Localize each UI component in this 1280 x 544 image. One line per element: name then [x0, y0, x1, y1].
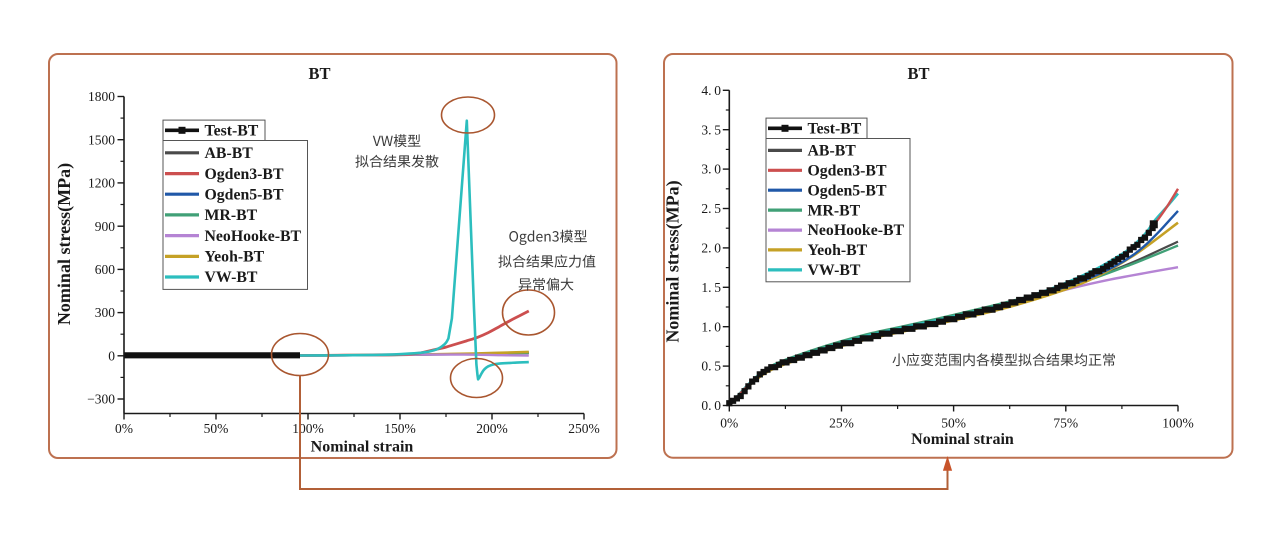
svg-text:150%: 150% [384, 421, 416, 436]
svg-text:0: 0 [108, 348, 115, 363]
svg-text:Test-BT: Test-BT [205, 123, 259, 140]
svg-text:3. 5: 3. 5 [701, 122, 721, 137]
svg-text:Nominal stress(MPa): Nominal stress(MPa) [54, 163, 75, 325]
svg-text:200%: 200% [476, 421, 508, 436]
svg-text:100%: 100% [292, 421, 324, 436]
svg-text:0%: 0% [720, 416, 738, 431]
svg-text:300: 300 [95, 305, 116, 320]
svg-text:Yeoh-BT: Yeoh-BT [205, 249, 265, 266]
svg-text:Yeoh-BT: Yeoh-BT [808, 242, 868, 259]
svg-text:600: 600 [95, 262, 116, 277]
svg-text:0. 5: 0. 5 [701, 359, 721, 374]
svg-text:NeoHooke-BT: NeoHooke-BT [808, 222, 905, 239]
svg-text:MR-BT: MR-BT [205, 207, 258, 224]
svg-text:BT: BT [308, 64, 330, 83]
svg-text:MR-BT: MR-BT [808, 202, 861, 219]
svg-text:AB-BT: AB-BT [205, 145, 254, 162]
svg-text:900: 900 [95, 219, 116, 234]
svg-text:0%: 0% [115, 421, 133, 436]
svg-text:75%: 75% [1053, 416, 1078, 431]
svg-text:Nominal strain: Nominal strain [911, 431, 1014, 448]
svg-text:−300: −300 [87, 392, 115, 407]
svg-text:Nominal stress(MPa): Nominal stress(MPa) [663, 180, 684, 342]
svg-text:4. 0: 4. 0 [701, 83, 721, 98]
svg-text:1200: 1200 [88, 176, 115, 191]
svg-text:BT: BT [907, 64, 929, 83]
svg-text:50%: 50% [941, 416, 966, 431]
svg-text:2. 5: 2. 5 [701, 201, 721, 216]
svg-text:3. 0: 3. 0 [701, 162, 721, 177]
svg-text:Ogden5-BT: Ogden5-BT [205, 186, 284, 203]
svg-text:1. 5: 1. 5 [701, 280, 721, 295]
svg-text:2. 0: 2. 0 [701, 241, 721, 256]
svg-text:Nominal strain: Nominal strain [311, 439, 414, 456]
svg-text:Ogden3-BT: Ogden3-BT [205, 166, 284, 183]
svg-text:25%: 25% [829, 416, 854, 431]
svg-text:Test-BT: Test-BT [808, 121, 862, 138]
svg-text:AB-BT: AB-BT [808, 143, 857, 160]
svg-text:250%: 250% [568, 421, 600, 436]
svg-text:Ogden5-BT: Ogden5-BT [808, 182, 887, 199]
svg-text:1500: 1500 [88, 132, 115, 147]
svg-text:NeoHooke-BT: NeoHooke-BT [205, 228, 302, 245]
svg-text:Ogden3-BT: Ogden3-BT [808, 163, 887, 180]
svg-text:VW-BT: VW-BT [205, 269, 258, 286]
svg-text:1800: 1800 [88, 89, 115, 104]
svg-text:VW-BT: VW-BT [808, 262, 861, 279]
svg-text:50%: 50% [204, 421, 229, 436]
svg-text:0. 0: 0. 0 [701, 398, 721, 413]
svg-text:1. 0: 1. 0 [701, 319, 721, 334]
svg-text:100%: 100% [1162, 416, 1194, 431]
